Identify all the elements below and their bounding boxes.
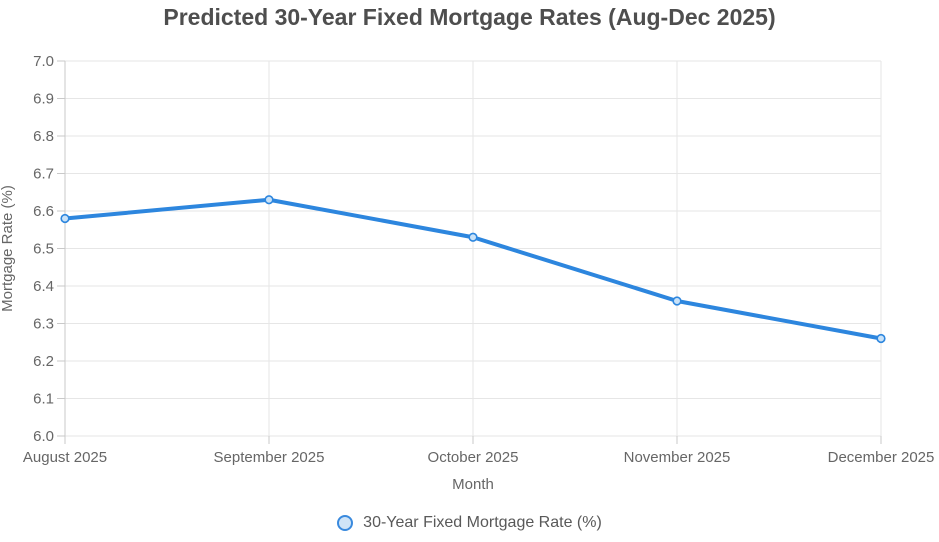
y-tick-label: 6.6	[33, 203, 54, 220]
legend-item[interactable]: 30-Year Fixed Mortgage Rate (%)	[0, 509, 939, 537]
y-tick-label: 6.1	[33, 391, 54, 408]
y-tick-label: 6.8	[33, 128, 54, 145]
y-axis-title: Mortgage Rate (%)	[0, 185, 16, 312]
data-point-marker[interactable]	[468, 232, 478, 242]
data-point-marker[interactable]	[264, 195, 274, 205]
y-tick-label: 7.0	[33, 53, 54, 70]
x-tick-label: December 2025	[828, 449, 935, 466]
x-tick-label: November 2025	[624, 449, 731, 466]
y-tick-label: 6.0	[33, 428, 54, 445]
y-tick-label: 6.3	[33, 316, 54, 333]
y-tick-label: 6.7	[33, 166, 54, 183]
y-tick-label: 6.2	[33, 353, 54, 370]
legend-series-marker-icon	[337, 515, 354, 531]
x-axis-title: Month	[452, 476, 494, 493]
y-tick-label: 6.9	[33, 91, 54, 108]
legend-series-label: 30-Year Fixed Mortgage Rate (%)	[363, 514, 602, 531]
x-tick-label: October 2025	[428, 449, 519, 466]
data-point-marker[interactable]	[60, 213, 70, 224]
x-tick-label: August 2025	[23, 449, 107, 466]
chart-title: Predicted 30-Year Fixed Mortgage Rates (…	[163, 4, 776, 30]
data-point-marker[interactable]	[672, 296, 682, 306]
x-tick-label: September 2025	[214, 449, 325, 466]
y-tick-label: 6.5	[33, 241, 54, 258]
y-tick-label: 6.4	[33, 278, 54, 295]
line-plot: 6.0 6.1 6.2 6.3 6.4 6.5 6.6 6.7 6.8 6.9 7.0 August …	[0, 53, 935, 493]
data-point-marker[interactable]	[876, 333, 886, 344]
